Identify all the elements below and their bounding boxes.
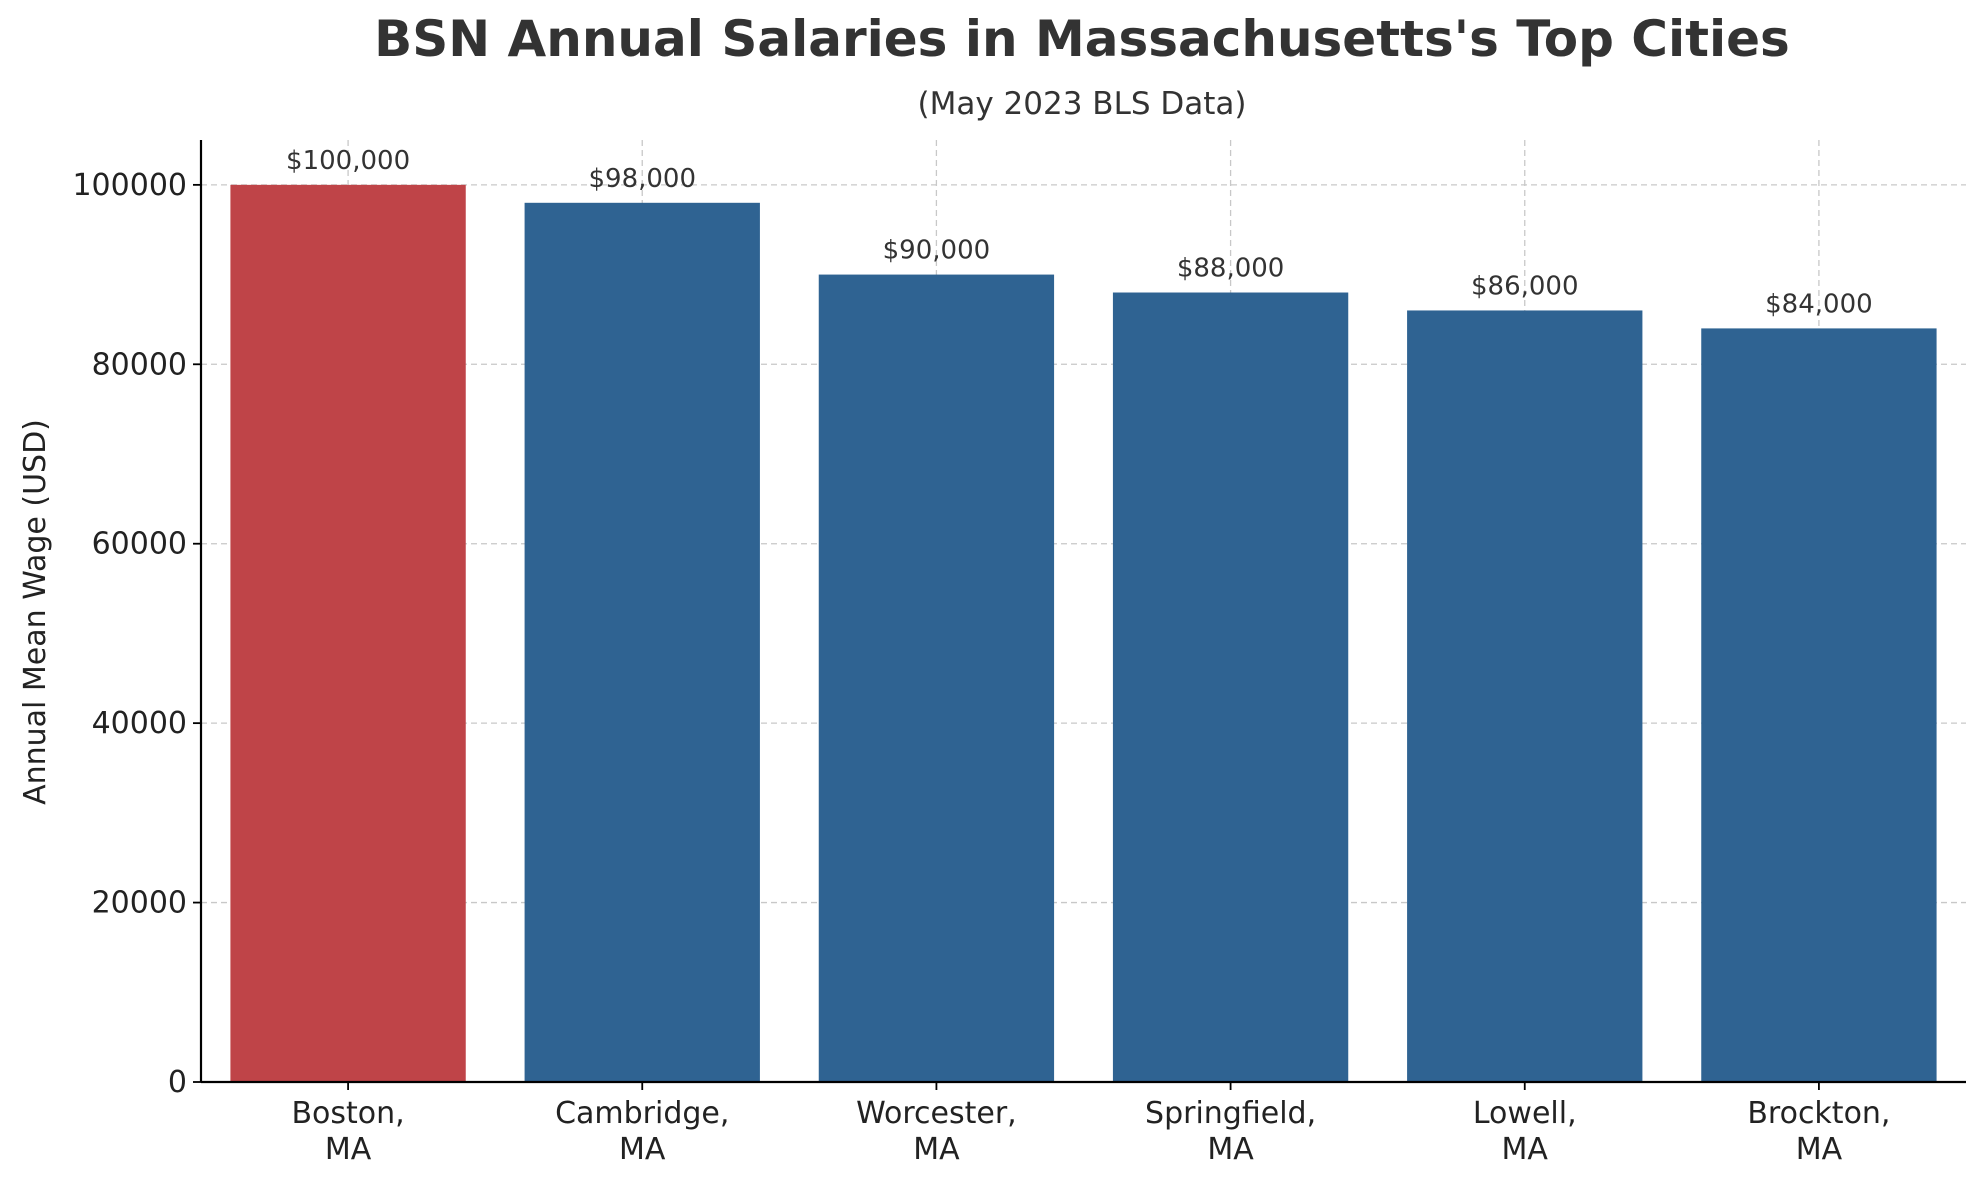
x-tick-label: Lowell, MA: [1473, 1096, 1577, 1167]
x-tick-label: Worcester, MA: [856, 1096, 1017, 1167]
x-tick-label: Brockton, MA: [1747, 1096, 1890, 1167]
y-tick-label: 80000: [92, 347, 187, 382]
x-tick-label-line: MA: [1207, 1132, 1254, 1167]
bar-value-label: $86,000: [1471, 271, 1579, 301]
bar-value-label: $98,000: [588, 164, 696, 194]
y-axis-label: Annual Mean Wage (USD): [18, 419, 53, 805]
chart-subtitle: (May 2023 BLS Data): [918, 86, 1247, 122]
bar: [230, 184, 466, 1082]
y-tick-label: 40000: [92, 706, 187, 741]
bar: [524, 202, 760, 1083]
bar: [818, 274, 1055, 1083]
x-tick-label-line: MA: [619, 1132, 666, 1167]
y-tick-label: 100000: [72, 168, 187, 203]
x-tick-label: Springfield, MA: [1145, 1096, 1316, 1167]
x-tick-label-line: MA: [325, 1132, 372, 1167]
x-tick-label-line: Brockton,: [1747, 1096, 1890, 1131]
x-tick-label-line: Springfield,: [1145, 1096, 1316, 1131]
x-tick-label: Cambridge, MA: [555, 1096, 729, 1167]
x-tick-label-line: Lowell,: [1473, 1096, 1577, 1131]
y-tick-label: 20000: [92, 886, 187, 921]
x-tick-label-line: Boston,: [291, 1096, 404, 1131]
bar: [1407, 310, 1643, 1082]
x-tick-label: Boston, MA: [291, 1096, 404, 1167]
bar-value-label: $100,000: [286, 146, 410, 176]
bar: [1701, 328, 1937, 1082]
y-tick-label: 60000: [92, 527, 187, 562]
bars: [230, 184, 1937, 1083]
x-tick-label-line: Cambridge,: [555, 1096, 729, 1131]
bar: [1112, 292, 1349, 1082]
chart-title: BSN Annual Salaries in Massachusetts's T…: [374, 10, 1790, 68]
bar-value-label: $88,000: [1177, 254, 1285, 284]
x-tick-label-line: MA: [1502, 1132, 1549, 1167]
data-labels: $100,000 $98,000 $90,000 $88,000 $86,000 $84,…: [286, 146, 1873, 320]
y-tick-label: 0: [168, 1065, 187, 1100]
x-tick-label-line: MA: [913, 1132, 960, 1167]
x-tick-label-line: MA: [1796, 1132, 1843, 1167]
x-tick-label-line: Worcester,: [856, 1096, 1017, 1131]
bar-value-label: $84,000: [1765, 289, 1873, 319]
bar-value-label: $90,000: [883, 236, 991, 266]
